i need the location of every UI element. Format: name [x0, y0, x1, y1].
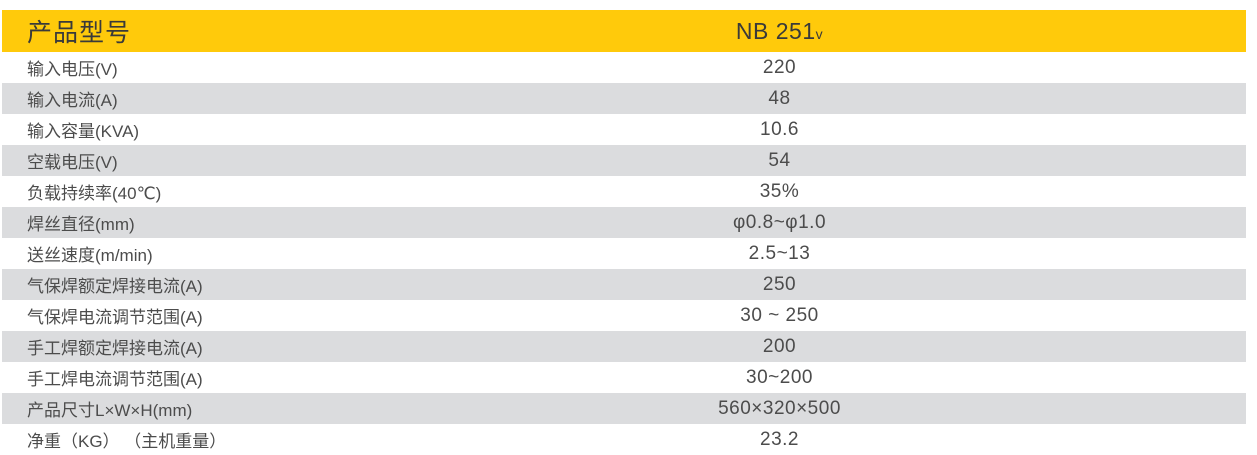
row-label: 输入电压(V) — [27, 60, 118, 79]
row-label: 手工焊额定焊接电流(A) — [27, 339, 203, 358]
table-row: 手工焊电流调节范围(A) 30~200 — [2, 362, 1246, 393]
table-row: 空载电压(V) 54 — [2, 145, 1246, 176]
row-value: 23.2 — [760, 428, 799, 450]
row-label: 手工焊电流调节范围(A) — [27, 370, 203, 389]
table-row: 手工焊额定焊接电流(A) 200 — [2, 331, 1246, 362]
product-model: NB 251v — [313, 18, 1246, 45]
row-value: 30 ~ 250 — [740, 304, 819, 326]
row-value: 560×320×500 — [718, 397, 841, 419]
row-label: 净重（KG） （主机重量） — [27, 432, 227, 451]
row-value: 54 — [768, 149, 791, 171]
table-row: 净重（KG） （主机重量） 23.2 — [2, 424, 1246, 455]
row-value: 10.6 — [760, 118, 799, 140]
table-row: 送丝速度(m/min) 2.5~13 — [2, 238, 1246, 269]
product-model-name: NB 251 — [735, 17, 816, 44]
table-rows: 输入电压(V) 220 输入电流(A) 48 输入容量(KVA) 10.6 空载… — [2, 52, 1246, 455]
row-value: 200 — [762, 335, 797, 357]
row-value: 220 — [762, 56, 797, 78]
row-value: 48 — [768, 87, 791, 109]
row-label: 输入电流(A) — [27, 91, 118, 110]
row-value: 2.5~13 — [748, 242, 811, 264]
row-label: 气保焊电流调节范围(A) — [27, 308, 203, 327]
row-value: 30~200 — [746, 366, 813, 388]
row-label: 空载电压(V) — [27, 153, 118, 172]
row-label: 输入容量(KVA) — [27, 122, 140, 141]
table-row: 负载持续率(40℃) 35% — [2, 176, 1246, 207]
product-spec-table: 产品型号 NB 251v 输入电压(V) 220 输入电流(A) 48 输入容量… — [2, 10, 1246, 455]
row-value: φ0.8~φ1.0 — [732, 211, 827, 233]
row-label: 气保焊额定焊接电流(A) — [27, 277, 203, 296]
row-value: 35% — [759, 180, 800, 202]
row-label: 焊丝直径(mm) — [27, 215, 135, 234]
table-header-row: 产品型号 NB 251v — [2, 10, 1246, 52]
table-row: 输入电流(A) 48 — [2, 83, 1246, 114]
row-value: 250 — [762, 273, 797, 295]
table-header-label: 产品型号 — [27, 19, 132, 47]
row-label: 产品尺寸L×W×H(mm) — [27, 401, 193, 420]
table-row: 焊丝直径(mm) φ0.8~φ1.0 — [2, 207, 1246, 238]
product-model-suffix: v — [815, 25, 824, 42]
table-row: 气保焊电流调节范围(A) 30 ~ 250 — [2, 300, 1246, 331]
row-label: 负载持续率(40℃) — [27, 184, 162, 203]
table-row: 气保焊额定焊接电流(A) 250 — [2, 269, 1246, 300]
table-row: 输入电压(V) 220 — [2, 52, 1246, 83]
table-row: 产品尺寸L×W×H(mm) 560×320×500 — [2, 393, 1246, 424]
row-label: 送丝速度(m/min) — [27, 246, 153, 265]
table-row: 输入容量(KVA) 10.6 — [2, 114, 1246, 145]
